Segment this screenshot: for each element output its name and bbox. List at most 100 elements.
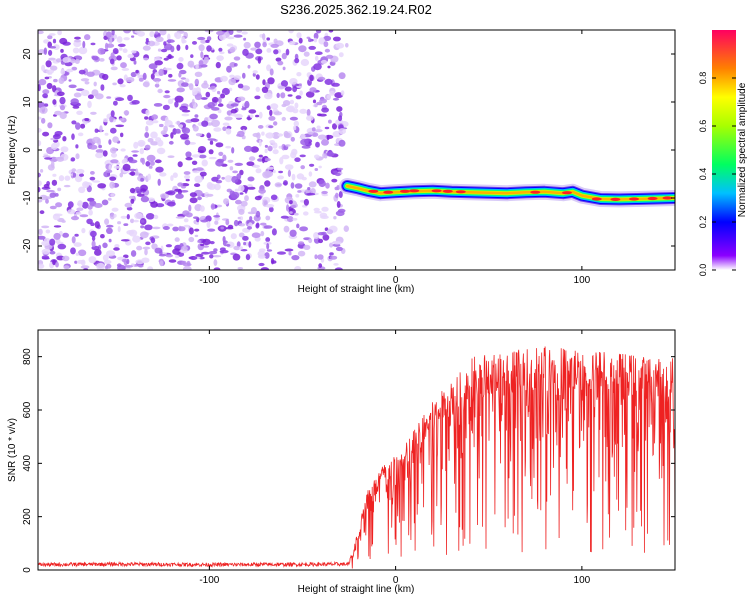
noise-blob: [270, 43, 280, 48]
noise-blob: [181, 82, 189, 87]
noise-blob: [90, 171, 95, 175]
noise-blob: [227, 36, 235, 40]
noise-blob: [68, 79, 72, 82]
noise-blob: [145, 213, 155, 220]
noise-blob: [318, 37, 326, 45]
noise-blob: [67, 201, 74, 209]
noise-blob: [39, 106, 48, 114]
noise-blob: [118, 118, 125, 121]
noise-blob: [80, 265, 90, 269]
noise-blob: [60, 48, 64, 53]
noise-blob: [154, 60, 163, 66]
noise-blob: [318, 165, 322, 169]
y-tick-label: 600: [22, 401, 33, 418]
ridge-peak: [455, 190, 466, 194]
noise-blob: [90, 230, 97, 238]
noise-blob: [120, 62, 127, 69]
noise-blob: [216, 30, 225, 36]
noise-blob: [127, 53, 134, 59]
noise-blob: [278, 170, 283, 174]
x-tick-label: 100: [574, 575, 591, 586]
noise-blob: [303, 198, 309, 206]
noise-blob: [157, 88, 163, 94]
noise-blob: [257, 158, 264, 162]
noise-blob: [109, 116, 114, 123]
noise-blob: [306, 115, 314, 121]
noise-blob: [215, 159, 224, 167]
noise-blob: [194, 175, 203, 183]
noise-blob: [242, 235, 249, 241]
noise-blob: [167, 155, 175, 158]
noise-blob: [52, 133, 61, 140]
noise-blob: [145, 119, 154, 126]
noise-blob: [41, 117, 46, 124]
noise-blob: [335, 192, 339, 199]
noise-blob: [211, 176, 219, 182]
noise-blob: [198, 154, 207, 159]
x-tick-label: 0: [393, 575, 399, 586]
noise-blob: [335, 42, 345, 49]
noise-blob: [71, 216, 79, 221]
noise-blob: [159, 260, 164, 267]
noise-blob: [255, 74, 260, 80]
noise-blob: [185, 212, 193, 218]
noise-blob: [87, 94, 94, 99]
noise-blob: [222, 126, 227, 131]
noise-blob: [264, 92, 273, 100]
noise-blob: [116, 36, 123, 43]
noise-blob: [71, 236, 76, 244]
noise-blob: [167, 33, 171, 41]
noise-blob: [38, 263, 45, 269]
noise-blob: [104, 132, 109, 136]
noise-blob: [197, 196, 202, 201]
noise-blob: [109, 176, 117, 181]
noise-blob: [130, 71, 137, 78]
noise-blob: [292, 125, 297, 131]
noise-blob: [217, 109, 222, 114]
noise-blob: [50, 142, 58, 151]
noise-blob: [298, 37, 303, 44]
noise-blob: [267, 77, 275, 85]
noise-blob: [202, 245, 209, 248]
noise-blob: [194, 234, 199, 238]
noise-blob: [322, 152, 326, 159]
noise-blob: [251, 232, 261, 238]
noise-blob: [38, 186, 41, 193]
noise-blob: [178, 226, 186, 232]
noise-blob: [91, 235, 96, 242]
noise-blob: [275, 57, 282, 62]
ridge-peak: [383, 190, 394, 194]
noise-blob: [289, 78, 298, 85]
noise-blob: [272, 169, 276, 174]
noise-blob: [120, 132, 124, 138]
noise-blob: [57, 243, 67, 250]
noise-blob: [277, 133, 284, 137]
noise-blob: [38, 30, 44, 35]
noise-blob: [277, 60, 284, 66]
colorbar-ticks: 0.0 0.2 0.4 0.6 0.8: [698, 72, 736, 276]
noise-blob: [234, 188, 240, 192]
noise-blob: [217, 103, 224, 107]
noise-blob: [208, 156, 217, 160]
noise-blob: [157, 178, 161, 186]
noise-blob: [321, 231, 327, 236]
noise-blob: [326, 94, 331, 100]
noise-blob: [145, 125, 149, 132]
noise-blob: [97, 47, 106, 55]
noise-blob: [178, 57, 184, 62]
noise-blob: [270, 194, 278, 201]
noise-blob: [253, 164, 260, 168]
noise-blob: [72, 47, 80, 54]
noise-blob: [46, 189, 55, 193]
noise-blob: [80, 259, 86, 266]
noise-blob: [88, 256, 97, 264]
noise-blob: [151, 114, 158, 120]
noise-blob: [162, 226, 170, 230]
noise-blob: [159, 30, 167, 36]
noise-blob: [141, 157, 145, 165]
noise-blob: [135, 69, 139, 74]
noise-blob: [270, 103, 279, 110]
noise-blob: [50, 65, 58, 71]
noise-blob: [318, 113, 327, 117]
noise-blob: [126, 206, 133, 211]
